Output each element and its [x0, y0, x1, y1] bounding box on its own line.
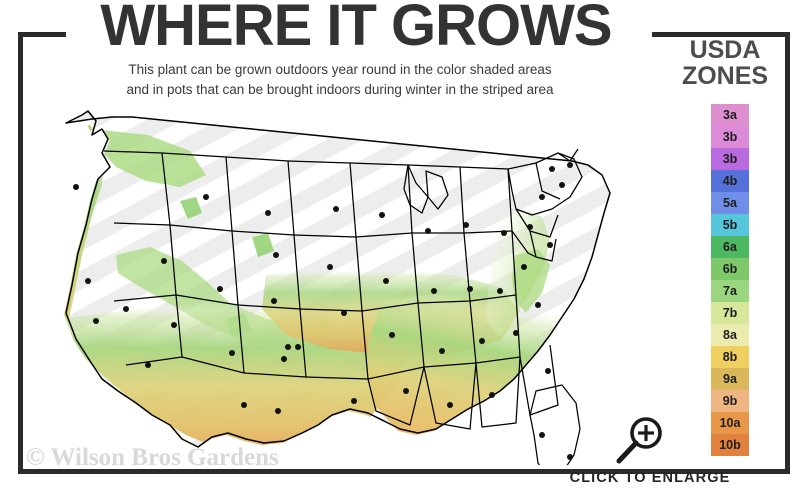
subtitle: This plant can be grown outdoors year ro…: [30, 60, 650, 99]
frame-border-left: [18, 32, 23, 474]
legend-swatch-10b-15: 10b: [711, 434, 749, 456]
watermark: © Wilson Bros Gardens: [26, 444, 279, 471]
legend-swatch-8a-10: 8a: [711, 324, 749, 346]
legend-swatch-4b-3: 4b: [711, 170, 749, 192]
frame-border-right: [785, 32, 790, 474]
legend-swatch-5a-4: 5a: [711, 192, 749, 214]
page-title: WHERE IT GROWS: [100, 0, 612, 58]
usda-zones-legend: 3a 3b 3b 4b 5a 5b 6a 6b 7a 7b 8a 8b 9a 9b 10a 10b: [711, 104, 749, 456]
legend-swatch-6a-6: 6a: [711, 236, 749, 258]
legend-title: USDA ZONES: [660, 36, 790, 90]
subtitle-line-1: This plant can be grown outdoors year ro…: [128, 62, 552, 77]
legend-swatch-9b-13: 9b: [711, 390, 749, 412]
click-to-enlarge-label[interactable]: CLICK TO ENLARGE: [569, 470, 731, 486]
legend-swatch-9a-12: 9a: [711, 368, 749, 390]
frame-border-top-left: [18, 32, 66, 37]
legend-swatch-3b-1: 3b: [711, 126, 749, 148]
frame-border-top-right: [652, 32, 790, 37]
subtitle-line-2: and in pots that can be brought indoors …: [126, 81, 554, 97]
legend-swatch-5b-5: 5b: [711, 214, 749, 236]
legend-swatch-3a-0: 3a: [711, 104, 749, 126]
legend-swatch-8b-11: 8b: [711, 346, 749, 368]
legend-swatch-3b-2: 3b: [711, 148, 749, 170]
legend-swatch-7b-9: 7b: [711, 302, 749, 324]
city-dots: [73, 162, 573, 460]
state-boundaries: [65, 110, 611, 465]
hardiness-zone-map[interactable]: [30, 105, 650, 465]
legend-swatch-7a-8: 7a: [711, 280, 749, 302]
magnifier-plus-icon[interactable]: [612, 416, 668, 466]
legend-title-line-2: ZONES: [681, 61, 769, 90]
legend-swatch-6b-7: 6b: [711, 258, 749, 280]
legend-swatch-10a-14: 10a: [711, 412, 749, 434]
legend-title-line-1: USDA: [689, 36, 761, 64]
frame-border-bottom: [18, 469, 790, 474]
